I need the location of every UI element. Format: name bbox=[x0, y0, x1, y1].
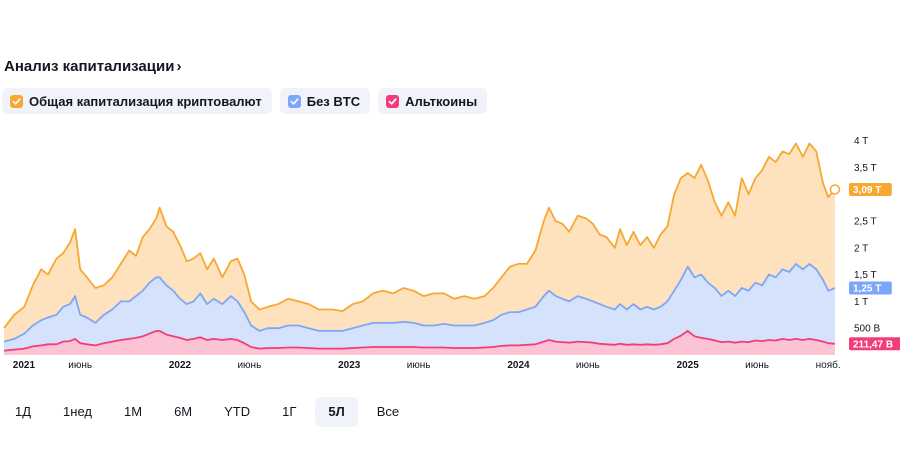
series-area-2 bbox=[4, 330, 835, 355]
x-tick-label: нояб. bbox=[816, 359, 841, 371]
x-tick-label: 2021 bbox=[13, 360, 36, 371]
last-value-badge-0 bbox=[849, 182, 892, 196]
last-value-badge-1 bbox=[849, 281, 892, 295]
tab-1w[interactable]: 1нед bbox=[63, 404, 92, 419]
chart-title: Анализ капитализации bbox=[4, 58, 175, 75]
x-tick-label: июнь bbox=[68, 360, 92, 371]
legend: Общая капитализация криптовалют Без BTC … bbox=[2, 88, 488, 114]
legend-toggle-ex-btc[interactable]: Без BTC bbox=[279, 88, 371, 114]
chevron-right-icon: › bbox=[176, 58, 182, 75]
legend-label: Альткоины bbox=[405, 93, 478, 109]
y-tick-label: 2 T bbox=[854, 243, 868, 254]
legend-toggle-total[interactable]: Общая капитализация криптовалют bbox=[2, 88, 272, 114]
y-tick-label: 3,5 T bbox=[854, 163, 877, 174]
market-cap-chart[interactable]: 2021 июнь 2022 июнь 2023 июнь 2024 июнь 2025 июнь… bbox=[0, 130, 900, 378]
range-tabs: 1Д 1нед 1М 6М YTD 1Г 5Л Все bbox=[2, 397, 412, 427]
y-tick-label: 2,5 T bbox=[854, 217, 877, 228]
chart-title-link[interactable]: Анализ капитализации › bbox=[4, 58, 181, 75]
last-value-label-0: 3,09 T bbox=[853, 185, 881, 196]
x-tick-label: 2023 bbox=[338, 360, 361, 371]
x-tick-label: 2025 bbox=[677, 360, 700, 371]
last-value-label-2: 211,47 B bbox=[853, 339, 893, 350]
tab-ytd[interactable]: YTD bbox=[224, 404, 251, 419]
check-icon bbox=[386, 94, 400, 108]
legend-label: Без BTC bbox=[306, 93, 361, 109]
x-tick-label: июнь bbox=[745, 360, 769, 371]
y-tick-label: 1,5 T bbox=[854, 270, 877, 281]
tab-all[interactable]: Все bbox=[376, 404, 400, 419]
check-icon bbox=[287, 94, 301, 108]
tab-5y[interactable]: 5Л bbox=[315, 397, 358, 427]
x-tick-label: июнь bbox=[407, 360, 431, 371]
series-line-1 bbox=[3, 263, 836, 343]
tab-1m[interactable]: 1М bbox=[124, 404, 143, 419]
series-line-0 bbox=[3, 142, 836, 329]
x-tick-label: июнь bbox=[576, 360, 600, 371]
legend-toggle-altcoins[interactable]: Альткоины bbox=[378, 88, 488, 114]
x-tick-label: июнь bbox=[237, 360, 261, 371]
series-line-2 bbox=[3, 330, 835, 352]
tab-1y[interactable]: 1Г bbox=[282, 404, 297, 419]
check-icon bbox=[10, 94, 23, 108]
y-tick-label: 500 B bbox=[854, 324, 880, 335]
x-tick-label: 2022 bbox=[169, 360, 192, 371]
y-tick-label: 1 T bbox=[854, 297, 868, 308]
last-point-marker bbox=[829, 184, 841, 195]
series-area-1 bbox=[4, 263, 835, 355]
y-tick-label: 4 T bbox=[854, 136, 868, 147]
legend-label: Общая капитализация криптовалют bbox=[29, 93, 262, 109]
x-tick-label: 2024 bbox=[507, 360, 530, 371]
last-value-label-1: 1,25 T bbox=[853, 284, 881, 295]
tab-6m[interactable]: 6М bbox=[174, 404, 193, 419]
tab-1d[interactable]: 1Д bbox=[15, 404, 32, 419]
last-value-badge-2 bbox=[849, 337, 900, 351]
